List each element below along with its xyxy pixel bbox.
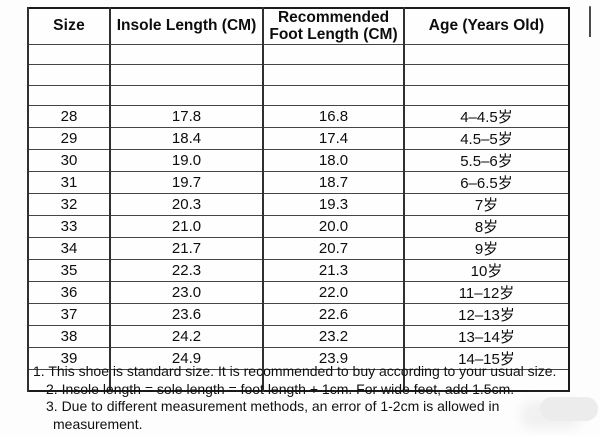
footnote-2: 2. Insole length = sole length = foot le… [46, 380, 515, 397]
empty-cell [109, 369, 263, 391]
size-cell: 34 [27, 237, 110, 260]
empty-cell [109, 43, 263, 65]
empty-row [27, 43, 569, 65]
empty-cell [27, 43, 110, 65]
foot-cell: 17.4 [262, 127, 404, 150]
table-header-row: Size Insole Length (CM) Recommended Foot… [27, 7, 569, 45]
age-cell: 8岁 [403, 215, 569, 238]
empty-cell [403, 84, 569, 106]
empty-cell [109, 64, 263, 86]
size-cell: 33 [27, 215, 110, 238]
header-foot-length: Recommended Foot Length (CM) [262, 7, 404, 45]
insole-cell: 22.3 [109, 259, 263, 282]
foot-cell: 19.3 [262, 193, 404, 216]
insole-cell: 17.8 [109, 105, 263, 128]
size-cell: 30 [27, 149, 110, 172]
table-row: 37 23.6 22.6 12–13岁 [27, 303, 569, 326]
scan-edge-artifact [589, 6, 591, 37]
insole-cell: 23.0 [109, 281, 263, 304]
empty-cell [27, 64, 110, 86]
empty-row [27, 64, 569, 86]
foot-cell: 20.7 [262, 237, 404, 260]
foot-cell: 16.8 [262, 105, 404, 128]
empty-cell [262, 84, 404, 106]
size-chart-container: Size Insole Length (CM) Recommended Foot… [27, 7, 570, 392]
footnote-1: 1. This shoe is standard size. It is rec… [33, 363, 557, 379]
table-row: 28 17.8 16.8 4–4.5岁 [27, 105, 569, 128]
foot-cell: 21.3 [262, 259, 404, 282]
size-cell: 38 [27, 325, 110, 348]
size-cell: 39 [27, 347, 110, 370]
size-cell: 35 [27, 259, 110, 282]
age-cell: 4–4.5岁 [403, 105, 569, 128]
table-row: 36 23.0 22.0 11–12岁 [27, 281, 569, 304]
foot-cell: 23.9 [262, 347, 404, 370]
table-row: 39 24.9 23.9 14–15岁 [27, 347, 569, 370]
insole-cell: 23.6 [109, 303, 263, 326]
empty-cell [262, 64, 404, 86]
size-cell: 28 [27, 105, 110, 128]
age-cell: 14–15岁 [403, 347, 569, 370]
foot-cell: 23.2 [262, 325, 404, 348]
empty-cell [109, 84, 263, 106]
age-cell: 4.5–5岁 [403, 127, 569, 150]
age-cell: 13–14岁 [403, 325, 569, 348]
empty-cell [403, 369, 569, 391]
age-cell: 11–12岁 [403, 281, 569, 304]
table-row: 32 20.3 19.3 7岁 [27, 193, 569, 216]
age-cell: 5.5–6岁 [403, 149, 569, 172]
header-size: Size [27, 7, 110, 45]
size-cell: 29 [27, 127, 110, 150]
header-insole-length: Insole Length (CM) [109, 7, 263, 45]
footnotes: 1. This shoe is standard size. It is rec… [0, 363, 600, 433]
table-row: 33 21.0 20.0 8岁 [27, 215, 569, 238]
empty-cell [27, 369, 110, 391]
foot-cell: 18.7 [262, 171, 404, 194]
table-row: 29 18.4 17.4 4.5–5岁 [27, 127, 569, 150]
table-row: 38 24.2 23.2 13–14岁 [27, 325, 569, 348]
insole-cell: 18.4 [109, 127, 263, 150]
empty-cell [27, 84, 110, 106]
erased-watermark-smudge [540, 397, 598, 421]
size-cell: 37 [27, 303, 110, 326]
size-cell: 31 [27, 171, 110, 194]
table-row: 30 19.0 18.0 5.5–6岁 [27, 149, 569, 172]
age-cell: 10岁 [403, 259, 569, 282]
size-cell: 32 [27, 193, 110, 216]
footnote-3: 3. Due to different measurement methods,… [46, 398, 500, 432]
table-row: 34 21.7 20.7 9岁 [27, 237, 569, 260]
age-cell: 6–6.5岁 [403, 171, 569, 194]
insole-cell: 19.0 [109, 149, 263, 172]
insole-cell: 24.2 [109, 325, 263, 348]
foot-cell: 22.0 [262, 281, 404, 304]
empty-cell [403, 64, 569, 86]
empty-cell [262, 369, 404, 391]
insole-cell: 19.7 [109, 171, 263, 194]
foot-cell: 20.0 [262, 215, 404, 238]
empty-cell [262, 43, 404, 65]
age-cell: 12–13岁 [403, 303, 569, 326]
insole-cell: 20.3 [109, 193, 263, 216]
insole-cell: 21.7 [109, 237, 263, 260]
empty-row [27, 84, 569, 106]
table-row: 31 19.7 18.7 6–6.5岁 [27, 171, 569, 194]
table-row: 35 22.3 21.3 10岁 [27, 259, 569, 282]
size-cell: 36 [27, 281, 110, 304]
insole-cell: 24.9 [109, 347, 263, 370]
age-cell: 9岁 [403, 237, 569, 260]
header-age: Age (Years Old) [403, 7, 569, 45]
empty-cell [403, 43, 569, 65]
foot-cell: 22.6 [262, 303, 404, 326]
empty-row [27, 369, 569, 391]
age-cell: 7岁 [403, 193, 569, 216]
size-chart-table: Size Insole Length (CM) Recommended Foot… [27, 7, 570, 392]
foot-cell: 18.0 [262, 149, 404, 172]
insole-cell: 21.0 [109, 215, 263, 238]
